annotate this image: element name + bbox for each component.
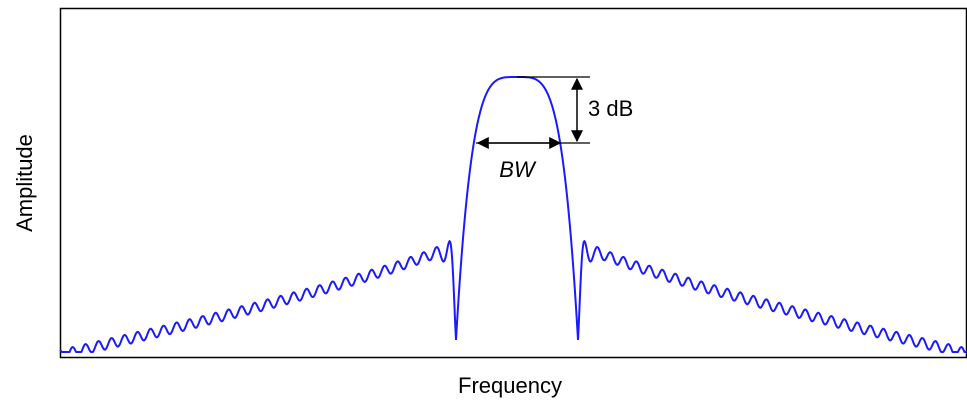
drop-label: 3 dB — [588, 96, 633, 121]
plot-frame — [59, 7, 967, 359]
bandwidth-label: BW — [499, 157, 537, 182]
y-axis-label: Amplitude — [12, 134, 37, 232]
spectrum-curve — [59, 76, 967, 353]
x-axis-label: Frequency — [458, 373, 562, 398]
